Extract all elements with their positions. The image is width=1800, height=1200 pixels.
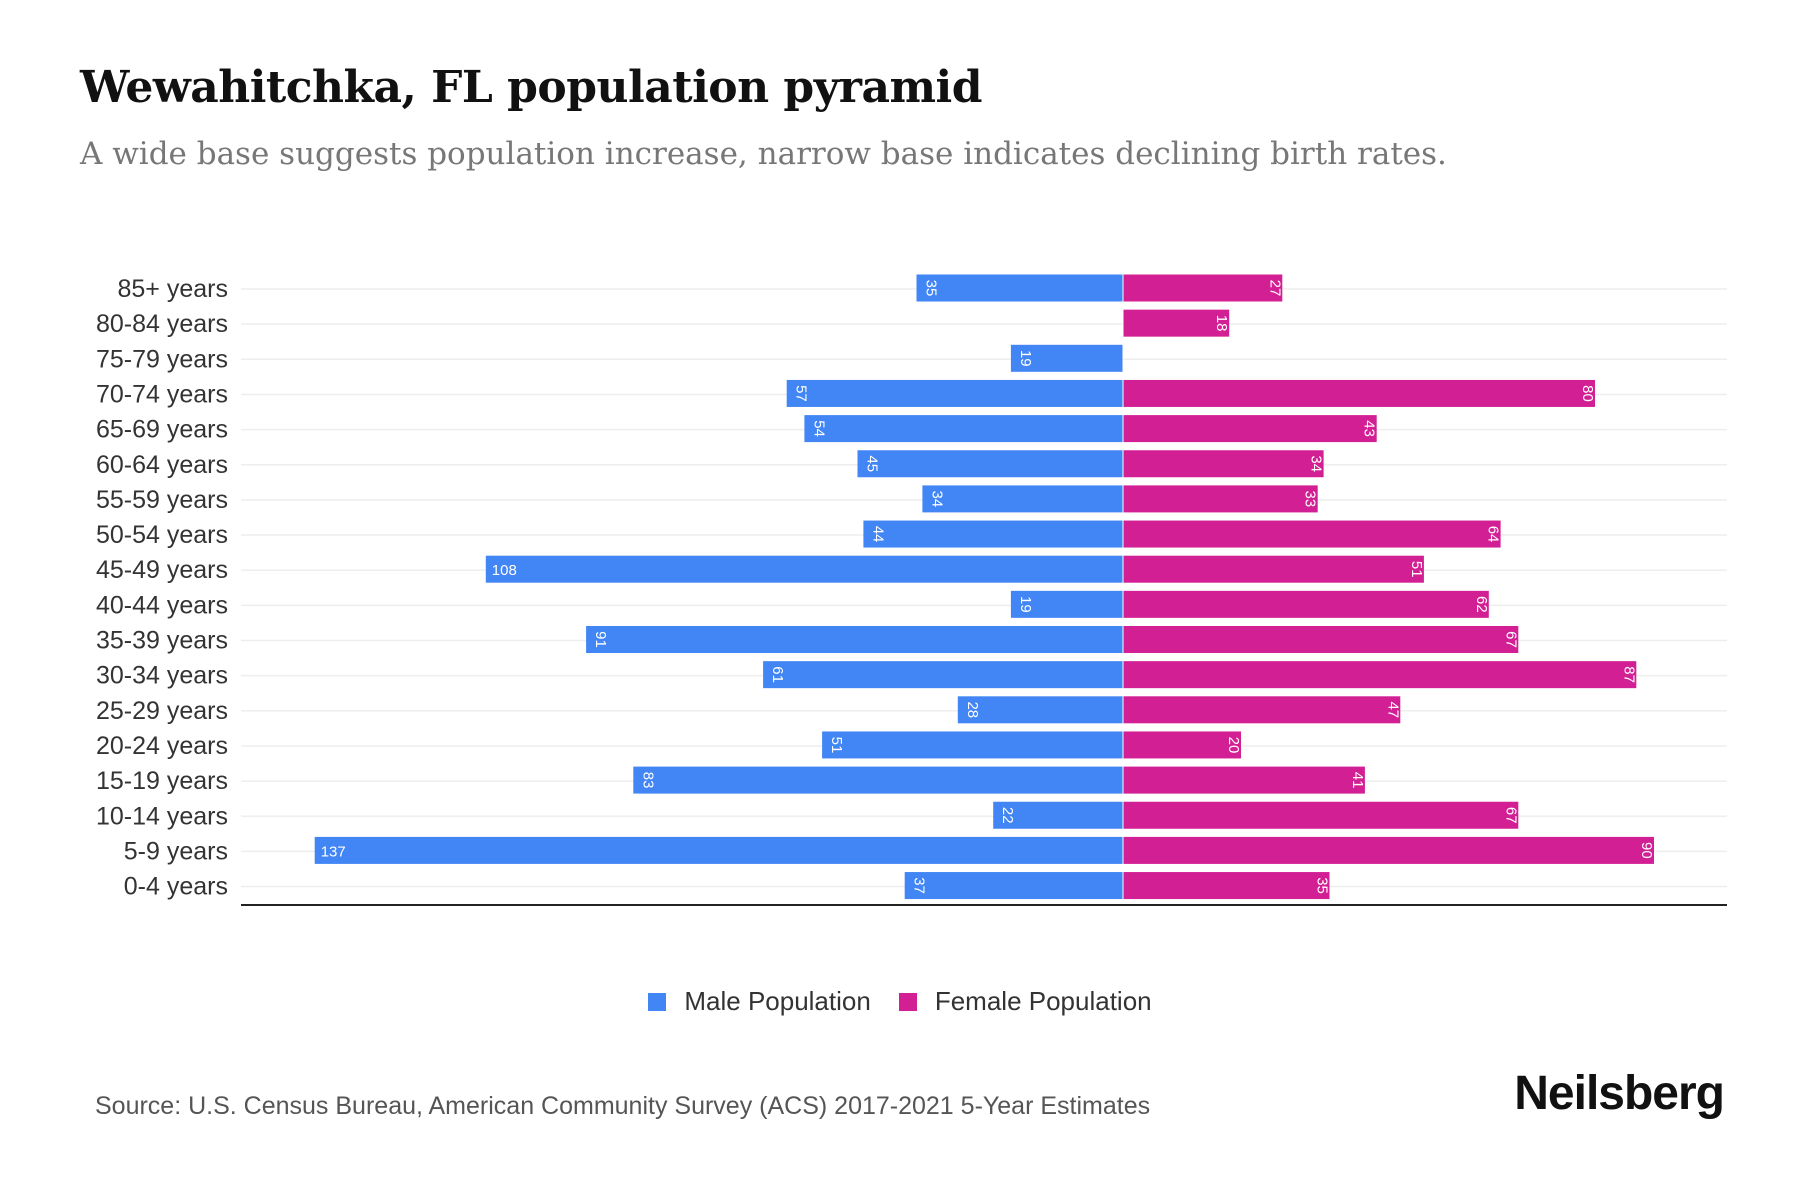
female-value-label: 67 bbox=[1502, 807, 1519, 824]
legend-swatch-female bbox=[898, 992, 917, 1011]
legend: Male Population Female Population bbox=[0, 986, 1800, 1017]
female-value-label: 33 bbox=[1302, 491, 1319, 508]
source-note: Source: U.S. Census Bureau, American Com… bbox=[95, 1092, 1151, 1120]
legend-label-male: Male Population bbox=[684, 986, 871, 1016]
female-value-label: 64 bbox=[1485, 526, 1502, 543]
y-tick-label: 5-9 years bbox=[124, 837, 228, 865]
female-bar bbox=[1123, 661, 1637, 689]
male-value-label: 28 bbox=[964, 701, 981, 718]
male-value-label: 54 bbox=[810, 420, 827, 437]
male-bar bbox=[763, 661, 1123, 689]
male-bar bbox=[922, 485, 1123, 513]
male-value-label: 44 bbox=[869, 526, 886, 543]
male-bar bbox=[485, 555, 1123, 583]
female-value-label: 41 bbox=[1349, 772, 1366, 789]
y-tick-label: 25-29 years bbox=[96, 697, 228, 725]
female-bar bbox=[1123, 309, 1230, 337]
y-tick-label: 85+ years bbox=[118, 275, 229, 303]
female-bar bbox=[1123, 274, 1283, 302]
female-value-label: 27 bbox=[1266, 280, 1283, 297]
y-tick-label: 80-84 years bbox=[96, 310, 228, 338]
female-value-label: 62 bbox=[1473, 596, 1490, 613]
male-value-label: 45 bbox=[864, 455, 881, 472]
male-value-label: 57 bbox=[793, 385, 810, 402]
pyramid-chart: 85+ years 35 27 80-84 years 18 75-79 years 19 7… bbox=[96, 274, 1727, 906]
female-bar bbox=[1123, 379, 1595, 407]
male-value-label: 34 bbox=[928, 491, 945, 508]
female-value-label: 47 bbox=[1384, 701, 1401, 718]
female-bar bbox=[1123, 836, 1654, 864]
female-value-label: 35 bbox=[1314, 877, 1331, 894]
y-tick-label: 75-79 years bbox=[96, 345, 228, 373]
male-value-label: 83 bbox=[639, 772, 656, 789]
female-value-label: 43 bbox=[1361, 420, 1378, 437]
female-bar bbox=[1123, 872, 1330, 900]
female-value-label: 80 bbox=[1579, 385, 1596, 402]
male-bar bbox=[857, 450, 1123, 478]
male-bar bbox=[863, 520, 1123, 548]
female-bar bbox=[1123, 696, 1401, 724]
y-tick-label: 65-69 years bbox=[96, 416, 228, 444]
male-value-label: 35 bbox=[923, 280, 940, 297]
male-bar bbox=[586, 626, 1123, 653]
chart-subtitle: A wide base suggests population increase… bbox=[80, 136, 1447, 172]
y-tick-label: 20-24 years bbox=[96, 732, 228, 760]
female-value-label: 67 bbox=[1502, 631, 1519, 648]
female-bar bbox=[1123, 801, 1519, 829]
legend-swatch-male bbox=[648, 992, 667, 1011]
female-value-label: 18 bbox=[1213, 315, 1230, 332]
male-value-label: 22 bbox=[999, 807, 1016, 824]
male-bar bbox=[786, 379, 1123, 407]
neilsberg-logo: Neilsberg bbox=[1514, 1067, 1725, 1120]
female-bar bbox=[1123, 415, 1377, 443]
female-bar bbox=[1123, 520, 1501, 548]
male-bar bbox=[1010, 590, 1123, 618]
male-bar bbox=[314, 836, 1123, 864]
female-value-label: 34 bbox=[1308, 455, 1325, 472]
y-tick-label: 60-64 years bbox=[96, 451, 228, 479]
female-value-label: 20 bbox=[1225, 737, 1242, 754]
male-bar bbox=[804, 415, 1123, 443]
female-value-label: 51 bbox=[1408, 561, 1425, 578]
male-bar bbox=[1010, 344, 1123, 372]
female-bar bbox=[1123, 555, 1424, 583]
male-value-label: 19 bbox=[1017, 596, 1034, 613]
y-tick-label: 45-49 years bbox=[96, 556, 228, 584]
y-tick-label: 10-14 years bbox=[96, 802, 228, 830]
male-value-label: 19 bbox=[1017, 350, 1034, 367]
y-tick-label: 55-59 years bbox=[96, 486, 228, 514]
male-bar bbox=[904, 872, 1123, 900]
male-bar bbox=[993, 801, 1123, 829]
male-value-label: 108 bbox=[492, 562, 517, 579]
y-tick-label: 40-44 years bbox=[96, 591, 228, 619]
male-bar bbox=[916, 274, 1123, 302]
male-value-label: 137 bbox=[321, 843, 346, 860]
female-bar bbox=[1123, 450, 1324, 478]
legend-label-female: Female Population bbox=[934, 986, 1152, 1016]
y-tick-label: 30-34 years bbox=[96, 662, 228, 690]
legend-item-male[interactable]: Male Population bbox=[648, 986, 871, 1017]
male-value-label: 61 bbox=[769, 666, 786, 683]
female-bar bbox=[1123, 766, 1365, 794]
male-bar bbox=[957, 696, 1123, 724]
female-bar bbox=[1123, 731, 1241, 759]
y-tick-label: 35-39 years bbox=[96, 627, 228, 655]
y-tick-label: 70-74 years bbox=[96, 380, 228, 408]
female-value-label: 90 bbox=[1638, 842, 1655, 859]
female-value-label: 87 bbox=[1620, 666, 1637, 683]
male-bar bbox=[822, 731, 1123, 759]
female-bar bbox=[1123, 626, 1519, 653]
y-tick-label: 0-4 years bbox=[124, 873, 228, 901]
y-tick-label: 15-19 years bbox=[96, 767, 228, 795]
legend-item-female[interactable]: Female Population bbox=[898, 986, 1152, 1017]
male-value-label: 91 bbox=[592, 631, 609, 648]
female-bar bbox=[1123, 590, 1489, 618]
female-bar bbox=[1123, 485, 1318, 513]
y-tick-label: 50-54 years bbox=[96, 521, 228, 549]
chart-title: Wewahitchka, FL population pyramid bbox=[80, 62, 983, 113]
male-bar bbox=[633, 766, 1123, 794]
male-value-label: 51 bbox=[828, 737, 845, 754]
male-value-label: 37 bbox=[911, 877, 928, 894]
